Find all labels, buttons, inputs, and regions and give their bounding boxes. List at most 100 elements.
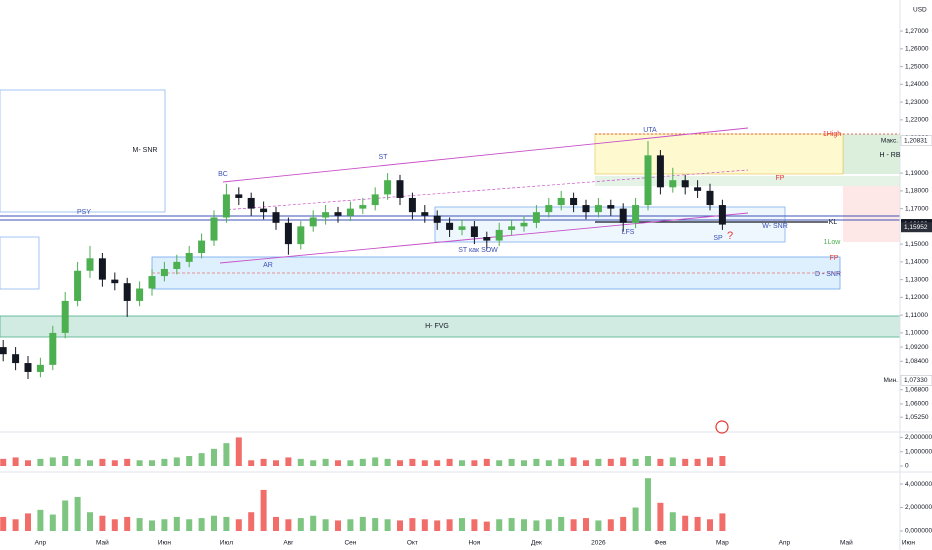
x-tick-label: Апр bbox=[779, 540, 791, 547]
candle-body bbox=[644, 155, 652, 206]
volume-bar bbox=[273, 460, 279, 466]
candle-body bbox=[570, 197, 578, 206]
volume-bar bbox=[521, 460, 527, 466]
volume-bar bbox=[0, 458, 7, 466]
y-tick-label: 1,22000 bbox=[905, 117, 929, 124]
annotation: ? bbox=[727, 230, 733, 242]
indicator-bar bbox=[545, 519, 552, 531]
volume-bar bbox=[446, 458, 453, 466]
indicator-bar bbox=[0, 516, 7, 531]
indicator-bar bbox=[483, 521, 490, 531]
volume-bar bbox=[12, 457, 19, 466]
volume-bar bbox=[707, 457, 713, 466]
x-tick-label: Май bbox=[96, 539, 109, 547]
indicator-bar bbox=[607, 519, 614, 531]
indicator-bar bbox=[62, 500, 69, 531]
volume-bar bbox=[570, 457, 577, 466]
indicator-bar bbox=[235, 519, 242, 531]
price-label-note: Мин. bbox=[884, 377, 899, 384]
candle-body bbox=[532, 212, 540, 223]
annotation: 1High bbox=[823, 131, 841, 138]
indicator-bar bbox=[37, 509, 44, 531]
candle-body bbox=[520, 222, 528, 227]
volume-bar bbox=[99, 458, 106, 466]
y-tick-label: 1,09200 bbox=[905, 344, 929, 351]
volume-bar bbox=[248, 460, 255, 466]
indicator-bar bbox=[223, 516, 230, 531]
candle-body bbox=[607, 205, 615, 209]
x-tick-label: 2026 bbox=[591, 540, 606, 547]
volume-bar bbox=[583, 460, 589, 466]
candle-body bbox=[681, 180, 689, 188]
x-tick-label: Сен bbox=[344, 540, 356, 547]
y-tick-label: 1,15000 bbox=[905, 241, 929, 248]
volume-bar bbox=[161, 458, 168, 466]
candle-body bbox=[185, 252, 193, 262]
annotation: LFS bbox=[622, 229, 635, 236]
y-tick-label: 1,23000 bbox=[905, 99, 929, 106]
indicator-bar bbox=[421, 519, 428, 531]
volume-bar bbox=[682, 458, 689, 466]
candle-body bbox=[322, 212, 330, 218]
candle-body bbox=[594, 205, 602, 213]
candle-body bbox=[136, 288, 144, 301]
annotation: ST как SOW bbox=[458, 247, 498, 254]
candle-body bbox=[235, 194, 243, 198]
volume-bar bbox=[74, 458, 81, 466]
candle-body bbox=[12, 354, 20, 364]
candle-body bbox=[86, 258, 94, 271]
price-label-box bbox=[901, 222, 932, 233]
candle-body bbox=[173, 261, 181, 269]
candle-body bbox=[483, 237, 491, 241]
x-tick-label: Окт bbox=[407, 540, 418, 547]
volume-bar bbox=[124, 458, 131, 466]
candle-body bbox=[111, 279, 119, 284]
volume-bar bbox=[459, 460, 465, 466]
y-tick-label: 1,06000 bbox=[905, 401, 929, 408]
annotation: PSY bbox=[77, 209, 91, 216]
indicator-bar bbox=[707, 519, 713, 531]
y-tick-label: 0,000000 bbox=[905, 528, 932, 535]
y-tick-label: 0 bbox=[905, 463, 909, 470]
candle-body bbox=[421, 212, 429, 216]
y-tick-label: 1,19000 bbox=[905, 170, 929, 177]
volume-bar bbox=[173, 457, 180, 466]
price-label-box bbox=[900, 135, 932, 146]
annotation: SP bbox=[713, 235, 723, 242]
price-label: 1,20831 bbox=[904, 137, 928, 144]
annotation: W- SNR bbox=[762, 223, 788, 230]
y-tick-label: 1,06800 bbox=[905, 386, 929, 393]
candle-body bbox=[98, 258, 106, 280]
candle-body bbox=[557, 197, 565, 206]
annotation: H - RB bbox=[880, 152, 901, 159]
volume-bar bbox=[149, 460, 155, 466]
indicator-bar bbox=[570, 519, 577, 531]
y-tick-label: 1,12000 bbox=[905, 294, 929, 301]
volume-bar bbox=[558, 458, 565, 466]
annotation: M- SNR bbox=[133, 147, 158, 154]
volume-bar bbox=[645, 456, 651, 466]
indicator-bar bbox=[260, 489, 267, 531]
indicator-bar bbox=[248, 512, 255, 531]
indicator-bar bbox=[136, 518, 143, 531]
candle-body bbox=[495, 229, 503, 241]
volume-bar bbox=[223, 443, 230, 466]
candle-body bbox=[334, 212, 342, 216]
y-tick-label: 4,000000 bbox=[905, 481, 932, 488]
volume-bar bbox=[595, 458, 602, 466]
indicator-bar bbox=[87, 512, 93, 531]
annotation: UTA bbox=[643, 127, 657, 134]
y-tick-label: 1,13000 bbox=[905, 276, 929, 283]
volume-bar bbox=[87, 460, 93, 466]
x-tick-label: Май bbox=[840, 539, 853, 547]
volume-bar bbox=[607, 458, 614, 466]
indicator-bar bbox=[669, 512, 676, 531]
volume-bar bbox=[235, 437, 242, 466]
price-label-note: Макс. bbox=[881, 137, 898, 144]
volume-bar bbox=[136, 460, 143, 466]
indicator-bar bbox=[471, 519, 478, 531]
indicator-bar bbox=[682, 515, 689, 531]
x-tick-label: Дек bbox=[531, 540, 542, 547]
indicator-bar bbox=[595, 520, 602, 531]
